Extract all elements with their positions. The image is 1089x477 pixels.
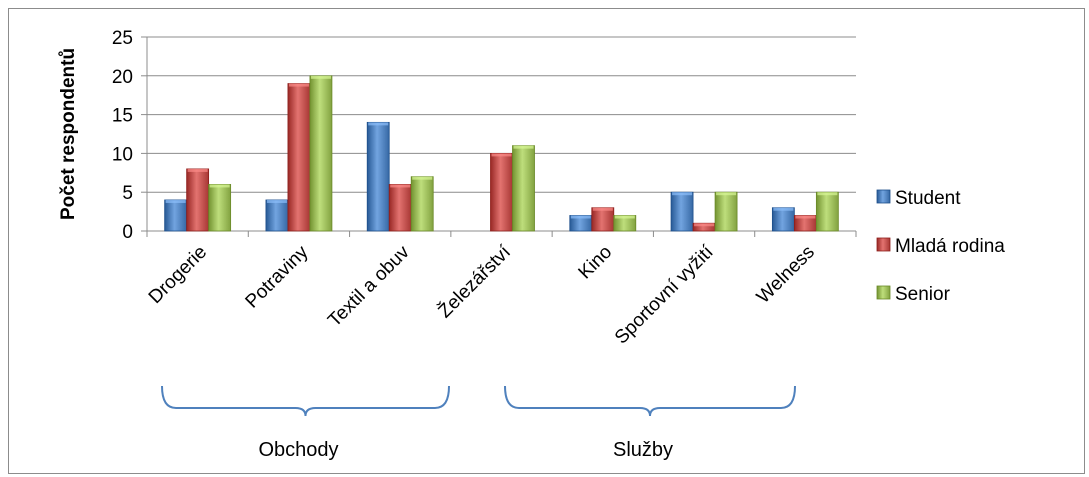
bar-top-highlight (368, 122, 389, 126)
bar-top-highlight (187, 168, 208, 172)
category-label: Welness (753, 242, 819, 308)
bar-top-highlight (491, 153, 512, 157)
category-label: Sportovní vyžití (611, 241, 718, 348)
bar-senior (410, 176, 434, 232)
y-axis-label: Počet respondentů (58, 48, 79, 220)
bar-mladá-rodina (287, 83, 311, 232)
bar-top-highlight (288, 83, 309, 87)
y-tick-label: 5 (122, 183, 133, 204)
bar-top-highlight (694, 223, 715, 227)
bar-top-highlight (165, 199, 186, 203)
bar-top-highlight (209, 184, 230, 188)
bar-senior (714, 191, 738, 232)
y-tick-label: 10 (112, 144, 133, 165)
y-tick-label: 0 (122, 222, 133, 243)
bar-mladá-rodina (490, 152, 513, 232)
bar-senior (208, 184, 232, 232)
bar-student (670, 191, 694, 232)
category-label: Textil a obuv (324, 241, 414, 331)
y-tick-label: 15 (112, 106, 133, 127)
group-1-label: Služby (613, 439, 673, 461)
category-label: Kino (575, 242, 617, 284)
category-label: Potraviny (242, 241, 313, 312)
bar-mladá-rodina (388, 184, 412, 232)
bar-student (771, 207, 795, 232)
bar-top-highlight (390, 184, 411, 188)
bar-top-highlight (795, 215, 816, 219)
bar-senior (512, 145, 535, 232)
bar-senior (309, 75, 333, 232)
chart-frame (8, 8, 1085, 474)
group-0-label: Obchody (258, 439, 338, 461)
bar-student (265, 199, 289, 232)
bar-senior (815, 191, 839, 232)
legend-label: Student (895, 188, 961, 209)
bar-top-highlight (513, 145, 534, 149)
bar-mladá-rodina (186, 168, 210, 232)
legend-label: Mladá rodina (895, 236, 1005, 257)
bar-top-highlight (716, 192, 737, 196)
y-tick-label: 20 (112, 67, 133, 88)
bar-top-highlight (817, 192, 838, 196)
bar-mladá-rodina (591, 207, 615, 232)
bar-student (164, 199, 188, 232)
bar-top-highlight (614, 215, 635, 219)
category-label: Železářství (434, 240, 516, 322)
bar-top-highlight (412, 176, 433, 180)
bar-student (366, 121, 390, 232)
y-tick-label: 25 (112, 28, 133, 49)
bar-top-highlight (672, 192, 693, 196)
bar-top-highlight (773, 207, 794, 211)
group-0-brace (161, 385, 450, 417)
legend-label: Senior (895, 284, 951, 305)
bar-top-highlight (592, 207, 613, 211)
legend-swatch (876, 237, 891, 252)
bar-top-highlight (570, 215, 591, 219)
bar-top-highlight (266, 199, 287, 203)
bar-top-highlight (310, 75, 331, 79)
group-1-brace (504, 385, 796, 417)
category-label: Drogerie (145, 242, 211, 308)
legend-swatch (876, 285, 891, 300)
legend-swatch (876, 189, 891, 204)
